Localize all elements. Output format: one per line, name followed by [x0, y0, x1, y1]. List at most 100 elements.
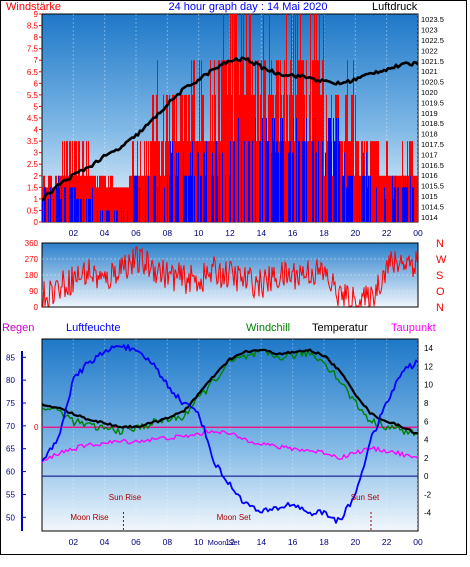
pressure-tick-label: 1022: [421, 46, 438, 55]
temp-x-tick-label: 16: [288, 537, 298, 547]
sun-moon-markers: Sun Rise Sun Set Moon Rise Moon Set Moon Set: [70, 493, 380, 547]
luftdruck-label: Luftdruck: [372, 1, 418, 13]
pressure-tick-label: 1014: [421, 213, 438, 222]
temperature-tick-label: 10: [424, 381, 433, 390]
temp-x-tick-label: 08: [163, 537, 173, 547]
humidity-tick-label: 65: [6, 445, 15, 454]
humidity-tick-label: 70: [6, 422, 15, 431]
wind-direction-line-group: [42, 246, 418, 307]
moonset-axis-label: Moon Set: [208, 538, 241, 547]
wind-x-tick-label: 20: [351, 228, 361, 238]
wind-direction-grid: [42, 258, 418, 292]
temp-x-tick-label: 20: [351, 537, 361, 547]
pressure-tick-label: 1020: [421, 88, 438, 97]
wind-tick-label: 6.5: [27, 68, 39, 77]
pressure-tick-label: 1017.5: [421, 140, 444, 149]
wind-x-tick-label: 14: [257, 228, 267, 238]
pressure-tick-label: 1015: [421, 192, 438, 201]
sun-rise-label: Sun Rise: [109, 493, 142, 502]
temp-x-tick-label: 18: [319, 537, 329, 547]
wind-tick-label: 9: [34, 10, 39, 19]
temperature-tick-label: 6: [424, 417, 429, 426]
pressure-line: [42, 56, 418, 202]
humidity-tick-label: 60: [6, 468, 15, 477]
compass-label: O: [436, 286, 445, 298]
humidity-left-axis: 50 55 60 65 70 75 80 85 0: [6, 351, 39, 531]
legend-taupunkt: Taupunkt: [391, 322, 436, 334]
legend-regen: Regen: [2, 322, 34, 334]
wind-tick-label: 0.5: [27, 206, 39, 215]
wind-tick-label: 5: [34, 102, 39, 111]
wind-x-tick-label: 22: [382, 228, 392, 238]
temperature-tick-label: 4: [424, 436, 429, 445]
direction-tick-label: 90: [29, 287, 38, 296]
humidity-tick-label: 80: [6, 376, 15, 385]
wind-x-tick-label: 08: [163, 228, 173, 238]
temp-x-tick-label: 04: [100, 537, 110, 547]
pressure-tick-label: 1019.5: [421, 98, 444, 107]
pressure-tick-label: 1018: [421, 130, 438, 139]
wind-tick-label: 2: [34, 172, 39, 181]
temperature-tick-label: -2: [424, 490, 432, 499]
wind-tick-label: 3: [34, 149, 39, 158]
legend-temperatur: Temperatur: [312, 322, 368, 334]
wind-average-bars: [42, 118, 414, 222]
series-line-luftfeuchte: [42, 344, 418, 524]
wind-tick-label: 5.5: [27, 91, 39, 100]
pressure-tick-label: 1021.5: [421, 57, 444, 66]
temp-x-tick-label: 06: [131, 537, 141, 547]
wind-direction-line: [42, 246, 418, 307]
wind-x-tick-label: 02: [69, 228, 79, 238]
sun-set-label: Sun Set: [351, 493, 380, 502]
temp-x-tick-label: 02: [69, 537, 79, 547]
temperature-tick-label: 14: [424, 344, 433, 353]
wind-x-tick-label: 16: [288, 228, 298, 238]
temp-x-tick-label: 10: [194, 537, 204, 547]
temp-x-tick-label: 00: [413, 537, 423, 547]
pressure-tick-label: 1020.5: [421, 78, 444, 87]
humidity-tick-label: 85: [6, 353, 15, 362]
moon-rise-label: Moon Rise: [70, 513, 109, 522]
wind-tick-label: 0: [34, 218, 39, 227]
direction-tick-label: 270: [25, 255, 39, 264]
wind-direction-left-axis: 0 90 180 270 360: [25, 239, 39, 312]
pressure-tick-label: 1017: [421, 150, 438, 159]
wind-tick-label: 8.5: [27, 22, 39, 31]
pressure-tick-label: 1018.5: [421, 119, 444, 128]
temp-x-tick-label: 22: [382, 537, 392, 547]
pressure-tick-label: 1015.5: [421, 182, 444, 191]
direction-tick-label: 360: [25, 239, 39, 248]
temperature-plot-area: [41, 338, 419, 532]
wind-tick-label: 4: [34, 126, 39, 135]
wind-x-tick-label: 06: [131, 228, 141, 238]
wind-tick-label: 7.5: [27, 45, 39, 54]
series-line-temperatur: [42, 348, 418, 435]
temp-x-tick-label: 12: [225, 537, 235, 547]
wind-x-tick-label: 10: [194, 228, 204, 238]
direction-tick-label: 0: [34, 303, 39, 312]
pressure-tick-label: 1022.5: [421, 36, 444, 45]
wind-x-tick-label: 18: [319, 228, 329, 238]
wind-x-tick-label: 00: [413, 228, 423, 238]
wind-tick-label: 1: [34, 195, 39, 204]
wind-left-axis: 0 0.5 1 1.5 2 2.5 3 3.5 4 4.5 5 5.5 6 6.5 7 7.5 8 8.5 9: [27, 10, 42, 227]
wind-tick-label: 2.5: [27, 160, 39, 169]
temperature-tick-label: 0: [424, 472, 429, 481]
pressure-tick-label: 1016.5: [421, 161, 444, 170]
legend-luftfeuchte: Luftfeuchte: [66, 322, 120, 334]
temperature-lines: [42, 344, 418, 524]
wind-tick-label: 3.5: [27, 137, 39, 146]
compass-label: W: [436, 254, 447, 266]
compass-label: N: [436, 238, 444, 250]
rain-zero-label: 0: [34, 423, 39, 432]
chart-title: 24 hour graph day : 14 Mai 2020: [168, 1, 327, 13]
outer-frame: [0, 0, 467, 555]
pressure-tick-label: 1016: [421, 171, 438, 180]
wind-x-axis: 02 04 06 08 10 12 14 16 18 20 22 00: [69, 228, 423, 238]
pressure-tick-label: 1014.5: [421, 202, 444, 211]
temperature-tick-label: 12: [424, 362, 433, 371]
